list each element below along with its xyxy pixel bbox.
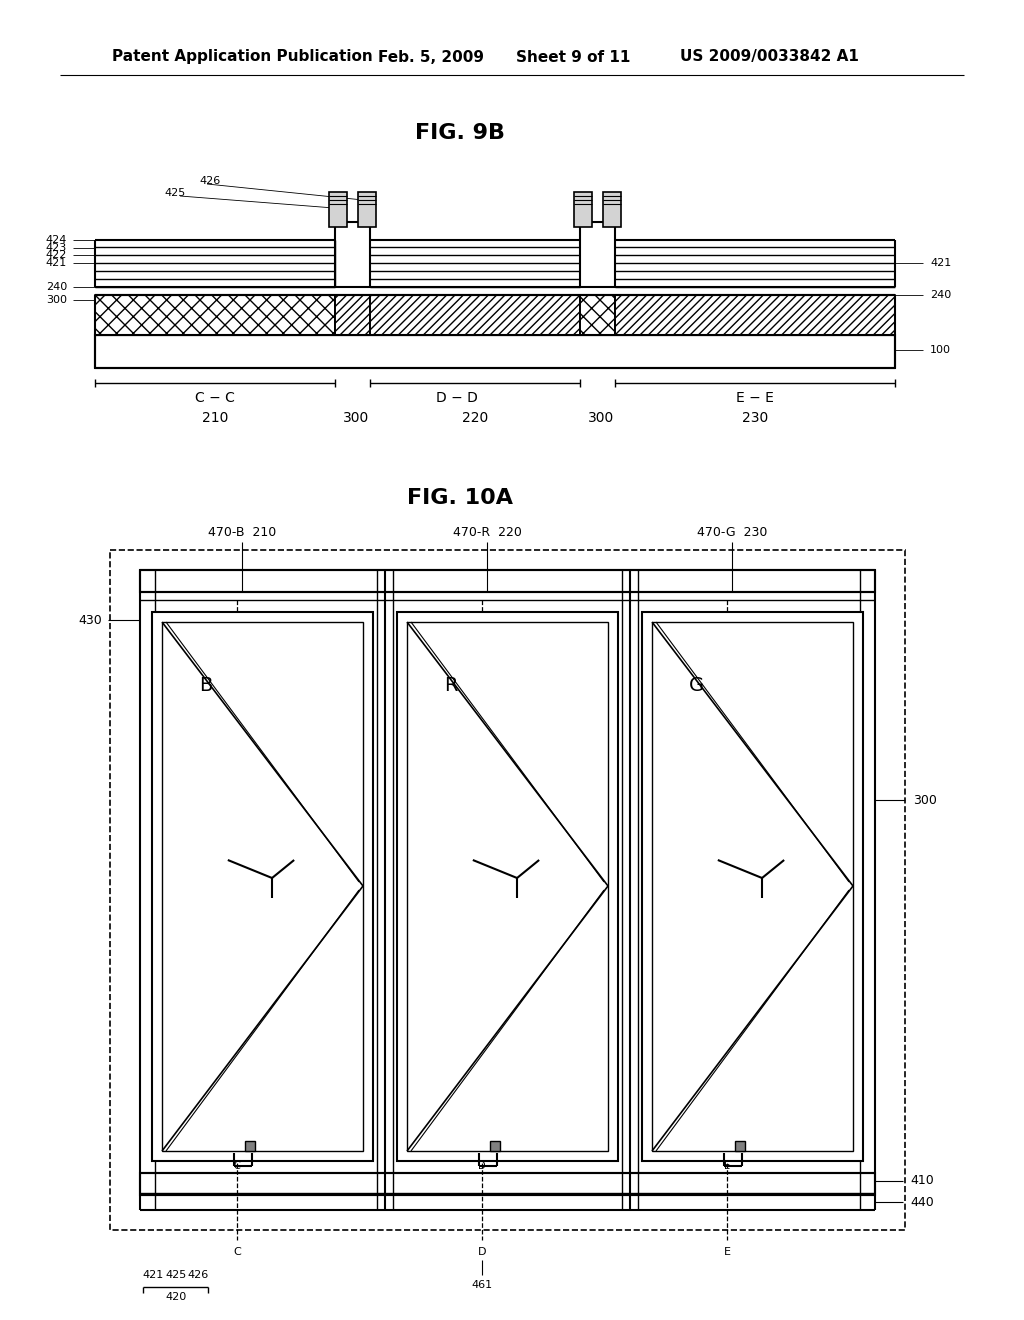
Text: 426: 426 [200,176,220,186]
Text: 440: 440 [910,1196,934,1209]
Text: 423: 423 [46,243,67,253]
Bar [642,612,863,1162]
Text: 422: 422 [46,249,67,260]
Text: 421: 421 [930,257,951,268]
Text: Patent Application Publication: Patent Application Publication [112,49,373,65]
Bar [489,1140,500,1151]
Text: D − D: D − D [436,391,478,405]
Text: 420: 420 [165,1292,186,1302]
Bar [140,570,874,591]
Bar [245,1140,255,1151]
Text: 421: 421 [46,257,67,268]
Text: B: B [200,676,213,694]
Text: 240: 240 [46,282,67,292]
Text: C: C [233,1247,241,1257]
Bar [329,191,347,227]
Text: D: D [478,1162,485,1171]
Bar [574,191,592,227]
Text: 430: 430 [78,614,102,627]
Bar [152,612,373,1162]
Text: 210: 210 [202,411,228,425]
Text: 470-G  230: 470-G 230 [696,525,767,539]
Text: 300: 300 [588,411,614,425]
Text: 421: 421 [142,1270,164,1280]
Text: 470-R  220: 470-R 220 [453,525,521,539]
Text: FIG. 9B: FIG. 9B [415,123,505,143]
Text: G: G [689,676,703,694]
Text: R: R [444,676,458,694]
Bar [95,335,895,368]
Text: E: E [724,1247,730,1257]
Text: 300: 300 [343,411,370,425]
Text: 461: 461 [471,1280,493,1290]
Text: US 2009/0033842 A1: US 2009/0033842 A1 [680,49,859,65]
Text: 470-B  210: 470-B 210 [208,525,276,539]
Bar [397,612,618,1162]
Bar [110,550,905,1230]
Bar [370,294,580,335]
Text: E − E: E − E [736,391,774,405]
Text: 100: 100 [930,345,951,355]
Text: 220: 220 [462,411,488,425]
Bar [603,191,621,227]
Text: FIG. 10A: FIG. 10A [407,488,513,508]
Text: 425: 425 [165,1270,186,1280]
Text: E: E [724,1162,730,1171]
Bar [615,294,895,335]
Bar [140,1173,874,1195]
Text: 410: 410 [910,1175,934,1188]
Text: Sheet 9 of 11: Sheet 9 of 11 [516,49,631,65]
Text: 230: 230 [741,411,768,425]
Bar [358,191,376,227]
Text: 425: 425 [165,187,185,198]
Bar [162,622,362,1151]
Bar [652,622,853,1151]
Text: C − C: C − C [195,391,234,405]
Text: 424: 424 [46,235,67,246]
Text: D: D [478,1247,486,1257]
Bar [335,294,370,335]
Text: 426: 426 [187,1270,209,1280]
Bar [580,294,615,335]
Text: C: C [233,1162,241,1171]
Bar [407,622,608,1151]
Text: 240: 240 [930,290,951,300]
Text: Feb. 5, 2009: Feb. 5, 2009 [378,49,484,65]
Bar [735,1140,744,1151]
Text: 300: 300 [46,294,67,305]
Bar [95,294,335,335]
Text: 300: 300 [913,793,937,807]
